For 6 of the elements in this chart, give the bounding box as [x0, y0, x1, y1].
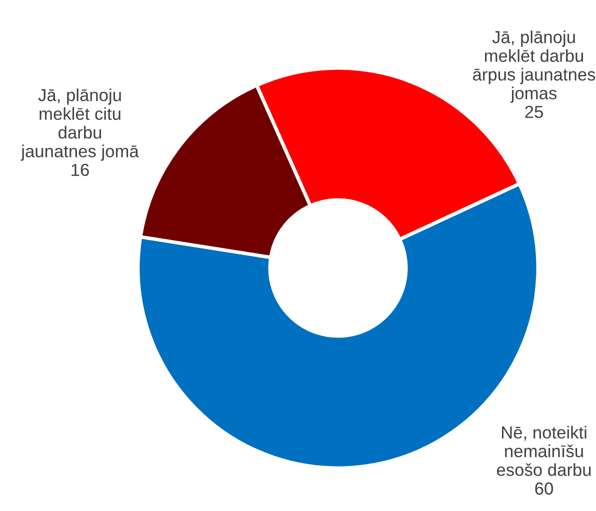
- data-label: 25: [525, 106, 543, 118]
- data-label: 16: [72, 164, 89, 176]
- data-label: 60: [535, 482, 553, 495]
- slice-label: Jā, plānoju meklēt darbu ārpus jaunatnes jomas: [472, 30, 596, 103]
- slice-label: Jā, plānoju meklēt citu darbu jaunatnes jomā: [20, 88, 139, 161]
- slice-label: Nē, noteikti nemainīšu esošo darbu: [496, 426, 591, 476]
